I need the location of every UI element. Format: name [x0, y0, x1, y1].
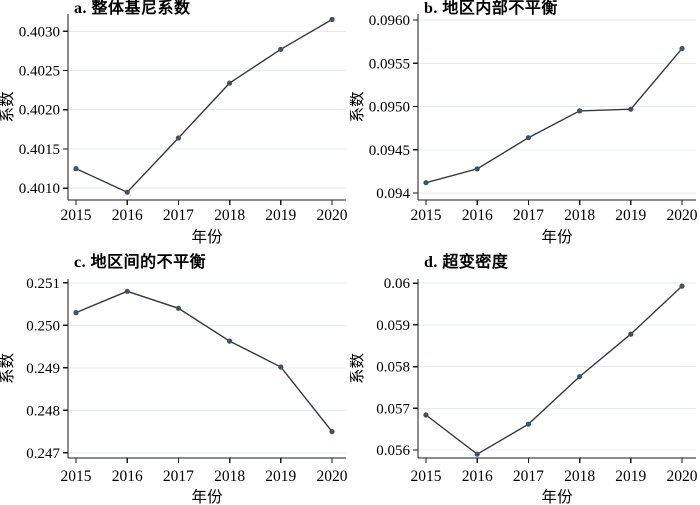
- data-point: [73, 310, 79, 316]
- data-point: [227, 338, 233, 344]
- y-tick-label: 0.056: [376, 443, 410, 459]
- data-line: [75, 290, 333, 433]
- y-axis-title: 系数: [350, 91, 366, 123]
- data-point: [679, 46, 685, 52]
- data-point: [577, 374, 583, 380]
- y-tick-label: 0.06: [384, 276, 411, 292]
- y-axis-title: 系数: [0, 353, 16, 385]
- data-point: [175, 135, 181, 141]
- y-tick-label: 0.249: [26, 361, 60, 377]
- x-tick-label: 2016: [462, 468, 493, 485]
- data-point: [124, 189, 130, 195]
- y-tick-label: 0.0950: [369, 100, 410, 116]
- x-tick-label: 2015: [61, 468, 92, 485]
- data-line: [425, 285, 683, 456]
- x-tick-label: 2020: [317, 468, 348, 485]
- y-tick-label: 0.4010: [19, 181, 60, 197]
- x-tick-label: 2015: [411, 207, 442, 224]
- chart-panel-c: 0.247 0.248 0.249 0.250 0.251 2015 2016 2017 201…: [0, 252, 348, 505]
- y-tick-label: 0.248: [26, 403, 60, 419]
- data-point: [474, 451, 480, 457]
- x-axis-title: 年份: [191, 488, 223, 505]
- y-tick-label: 0.250: [26, 318, 60, 334]
- y-tick-label: 0.0960: [369, 13, 410, 29]
- data-point: [227, 80, 233, 86]
- data-point: [423, 412, 429, 418]
- x-tick-label: 2019: [615, 207, 646, 224]
- x-axis-title: 年份: [541, 488, 573, 505]
- x-axis-title: 年份: [541, 228, 573, 246]
- x-tick-label: 2019: [265, 207, 296, 224]
- chart-panel-a: 0.4010 0.4015 0.4020 0.4025 0.4030 2015 2016 20…: [0, 0, 348, 246]
- x-tick-label: 2016: [112, 468, 143, 485]
- panel-a-overall-gini: 0.4010 0.4015 0.4020 0.4025 0.4030 2015 2016 20…: [0, 0, 350, 250]
- y-axis-title: 系数: [0, 91, 16, 123]
- panel-d-transvariation-density: 0.056 0.057 0.058 0.059 0.06 2015 2016 2017 2018…: [350, 250, 700, 505]
- data-point: [329, 429, 335, 435]
- x-tick-label: 2015: [411, 468, 442, 485]
- x-tick-label: 2020: [667, 207, 698, 224]
- y-tick-label: 0.251: [26, 276, 60, 292]
- data-point: [679, 283, 685, 289]
- x-tick-label: 2017: [163, 207, 194, 224]
- chart-panel-b: 0.094 0.0945 0.0950 0.0955 0.0960 2015 2016 201…: [350, 0, 698, 246]
- y-tick-label: 0.057: [376, 401, 410, 417]
- y-tick-label: 0.094: [376, 186, 410, 202]
- x-tick-label: 2018: [564, 468, 595, 485]
- x-tick-label: 2018: [214, 207, 245, 224]
- y-tick-label: 0.0945: [369, 143, 410, 159]
- x-tick-label: 2020: [667, 468, 698, 485]
- y-tick-label: 0.059: [376, 318, 410, 334]
- x-tick-label: 2018: [564, 207, 595, 224]
- data-point: [474, 166, 480, 172]
- y-tick-label: 0.0955: [369, 56, 410, 72]
- x-tick-label: 2015: [61, 207, 92, 224]
- x-axis-title: 年份: [191, 228, 223, 246]
- y-tick-label: 0.4015: [19, 142, 60, 158]
- data-point: [73, 166, 79, 172]
- x-tick-label: 2018: [214, 468, 245, 485]
- y-tick-label: 0.247: [26, 446, 60, 462]
- data-point: [628, 331, 634, 337]
- data-point: [525, 135, 531, 141]
- y-tick-label: 0.4020: [19, 103, 60, 119]
- y-axis-title: 系数: [350, 353, 366, 385]
- panel-c-inter-regional: 0.247 0.248 0.249 0.250 0.251 2015 2016 2017 201…: [0, 250, 350, 505]
- x-tick-label: 2020: [317, 207, 348, 224]
- x-tick-label: 2016: [112, 207, 143, 224]
- x-tick-label: 2017: [513, 468, 544, 485]
- data-point: [423, 180, 429, 186]
- panel-title: b. 地区内部不平衡: [424, 0, 558, 17]
- x-tick-label: 2017: [163, 468, 194, 485]
- panel-title: a. 整体基尼系数: [74, 0, 191, 17]
- data-point: [628, 106, 634, 112]
- data-line: [425, 48, 683, 184]
- data-point: [124, 288, 130, 294]
- y-tick-label: 0.058: [376, 360, 410, 376]
- data-point: [577, 108, 583, 114]
- x-tick-label: 2017: [513, 207, 544, 224]
- data-point: [525, 421, 531, 427]
- x-tick-label: 2019: [615, 468, 646, 485]
- y-tick-label: 0.4030: [19, 24, 60, 40]
- x-tick-label: 2019: [265, 468, 296, 485]
- panel-b-intra-regional: 0.094 0.0945 0.0950 0.0955 0.0960 2015 2016 201…: [350, 0, 700, 250]
- y-tick-label: 0.4025: [19, 64, 60, 80]
- data-line: [75, 18, 333, 194]
- x-tick-label: 2016: [462, 207, 493, 224]
- data-point: [329, 16, 335, 23]
- chart-panel-d: 0.056 0.057 0.058 0.059 0.06 2015 2016 2017 2018…: [350, 252, 698, 505]
- data-point: [278, 46, 284, 52]
- panel-title: c. 地区间的不平衡: [74, 252, 206, 271]
- panel-title: d. 超变密度: [424, 252, 509, 271]
- data-point: [175, 305, 181, 311]
- data-point: [278, 364, 284, 370]
